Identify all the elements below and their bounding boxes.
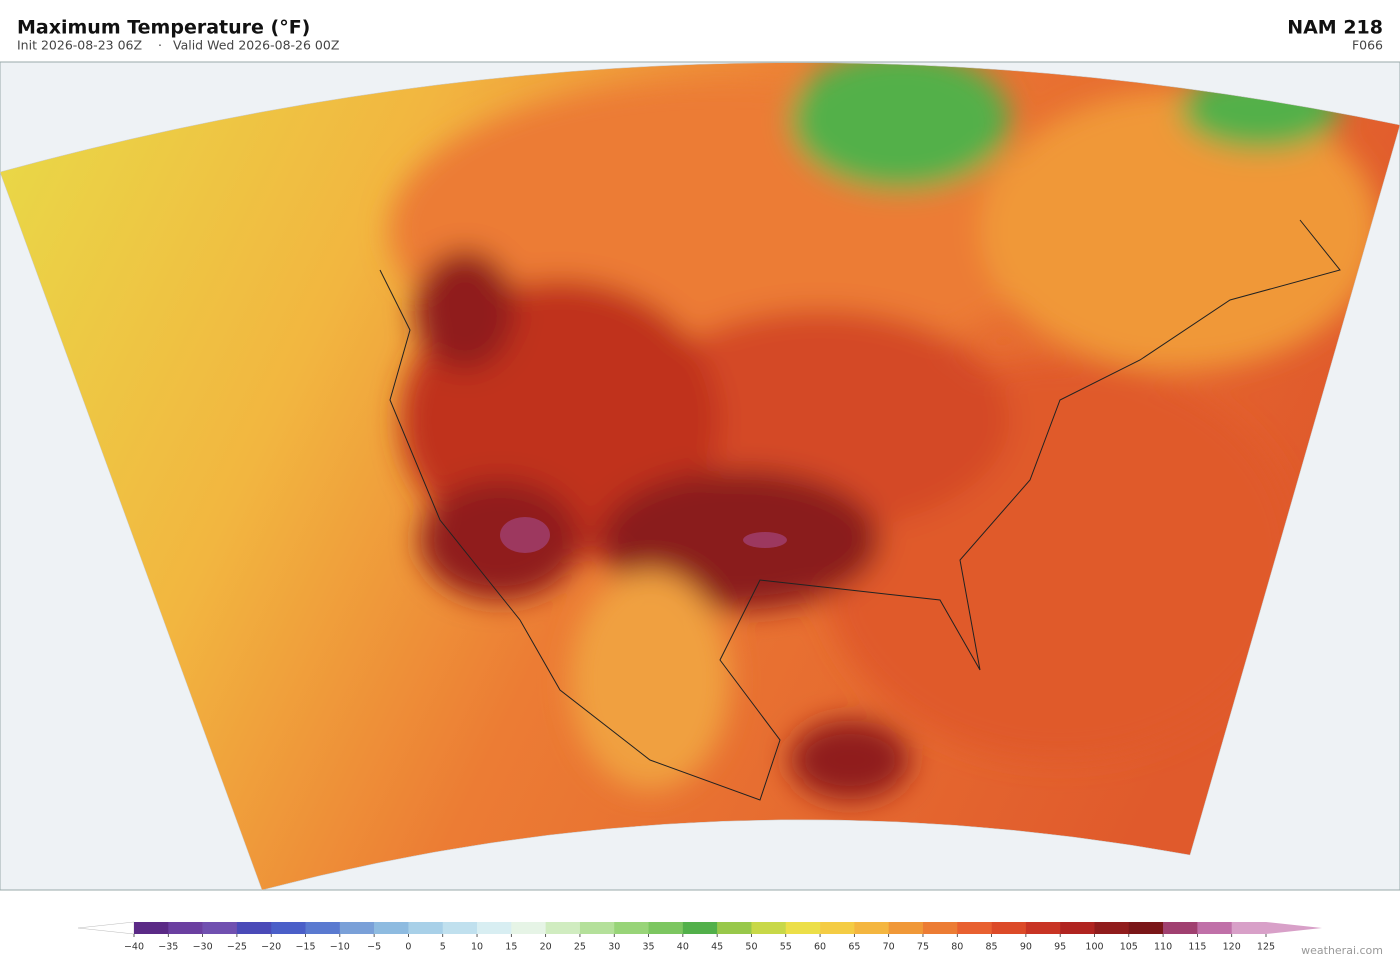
colorbar-tick-label: 125 xyxy=(1257,942,1275,953)
colorbar-tick-label: −30 xyxy=(193,942,213,953)
colorbar-tick-label: 80 xyxy=(951,942,963,953)
colorbar-tick-label: 35 xyxy=(642,942,654,953)
colorbar-tick-label: 45 xyxy=(711,942,723,953)
valid-time: Valid Wed 2026-08-26 00Z xyxy=(173,38,339,53)
colorbar-tick-label: 95 xyxy=(1054,942,1066,953)
colorbar-tick-label: 105 xyxy=(1120,942,1138,953)
colorbar-bin xyxy=(1197,922,1232,934)
colorbar-tick-label: 75 xyxy=(917,942,929,953)
colorbar-bin xyxy=(305,922,341,934)
colorbar-tick-label: 55 xyxy=(780,942,792,953)
colorbar-tick-label: −5 xyxy=(367,942,381,953)
separator: · xyxy=(158,38,162,53)
colorbar-under xyxy=(77,921,135,935)
forecast-hour: F066 xyxy=(1352,38,1383,53)
colorbar-tick-label: −25 xyxy=(227,942,247,953)
colorbar-bin xyxy=(477,922,512,934)
model-name: NAM 218 xyxy=(1287,17,1383,39)
colorbar-tick-label: 60 xyxy=(814,942,826,953)
colorbar-bin xyxy=(374,922,409,934)
credit: weatherai.com xyxy=(1301,944,1383,957)
colorbar-tick-label: −40 xyxy=(124,942,144,953)
colorbar-bin xyxy=(957,922,992,934)
colorbar-bin xyxy=(991,922,1027,934)
init-time: Init 2026-08-23 06Z xyxy=(17,38,142,53)
colorbar-tick-label: −15 xyxy=(295,942,315,953)
colorbar-bin xyxy=(339,922,375,934)
colorbar-bin xyxy=(236,922,272,934)
colorbar-tick-label: 25 xyxy=(574,942,586,953)
colorbar-bin xyxy=(682,922,718,934)
colorbar-bin xyxy=(579,922,615,934)
colorbar-bin xyxy=(922,922,958,934)
colorbar-tick-label: −35 xyxy=(158,942,178,953)
colorbar-tick-label: 40 xyxy=(677,942,689,953)
colorbar-tick-label: 120 xyxy=(1223,942,1241,953)
colorbar-bin xyxy=(1025,922,1061,934)
colorbar-bin xyxy=(202,922,238,934)
colorbar-tick-label: 100 xyxy=(1085,942,1103,953)
colorbar-bin xyxy=(511,922,546,934)
colorbar-tick-label: −10 xyxy=(330,942,350,953)
colorbar-bin xyxy=(545,922,581,934)
colorbar-bin xyxy=(168,922,203,934)
colorbar-bin xyxy=(1128,922,1164,934)
colorbar-tick-label: 0 xyxy=(405,942,411,953)
colorbar-bin xyxy=(1231,922,1267,934)
colorbar-tick-label: 20 xyxy=(540,942,552,953)
colorbar-tick-label: 70 xyxy=(883,942,895,953)
colorbar-bin xyxy=(717,922,752,934)
colorbar-tick-label: 5 xyxy=(440,942,446,953)
colorbar-tick-label: 85 xyxy=(986,942,998,953)
colorbar-tick-label: 65 xyxy=(848,942,860,953)
colorbar-bin xyxy=(854,922,889,934)
colorbar-tick-label: 10 xyxy=(471,942,483,953)
colorbar-bin xyxy=(614,922,649,934)
colorbar-tick-label: 115 xyxy=(1188,942,1206,953)
colorbar-bin xyxy=(820,922,855,934)
colorbar-bin xyxy=(1163,922,1198,934)
domain-outline xyxy=(0,62,1400,891)
colorbar-bin xyxy=(888,922,924,934)
colorbar-bin xyxy=(134,922,169,934)
colorbar-tick-label: 90 xyxy=(1020,942,1032,953)
colorbar-bin xyxy=(785,922,821,934)
colorbar-bin xyxy=(1094,922,1130,934)
colorbar-tick-label: 30 xyxy=(608,942,620,953)
colorbar-bin xyxy=(1060,922,1095,934)
title: Maximum Temperature (°F) xyxy=(17,17,310,39)
colorbar-bin xyxy=(648,922,684,934)
colorbar-bin xyxy=(751,922,787,934)
colorbar-over xyxy=(1266,922,1322,934)
colorbar-bin xyxy=(408,922,444,934)
colorbar-bin xyxy=(442,922,478,934)
colorbar-tick-label: 110 xyxy=(1154,942,1172,953)
colorbar-tick-label: −20 xyxy=(261,942,281,953)
colorbar: −40 −35 −30 −25 −20 −15 −10 −5 0 5 10 15 20 25 30 35 40 4… xyxy=(77,921,1322,953)
colorbar-bin xyxy=(271,922,306,934)
colorbar-tick-label: 15 xyxy=(505,942,517,953)
colorbar-tick-label: 50 xyxy=(745,942,757,953)
